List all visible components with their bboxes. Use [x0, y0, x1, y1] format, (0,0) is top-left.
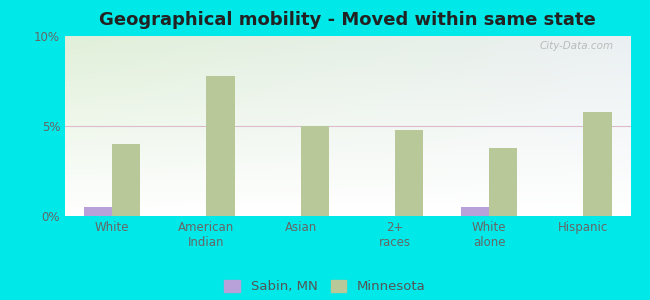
Bar [112, 144, 140, 216]
Bar [84, 207, 112, 216]
Title: Geographical mobility - Moved within same state: Geographical mobility - Moved within sam… [99, 11, 596, 29]
Legend: Sabin, MN, Minnesota: Sabin, MN, Minnesota [224, 280, 426, 293]
Text: City-Data.com: City-Data.com [540, 41, 614, 51]
Bar [461, 207, 489, 216]
Bar [207, 76, 235, 216]
Bar [300, 126, 329, 216]
Bar [584, 112, 612, 216]
Bar [395, 130, 423, 216]
Bar [489, 148, 517, 216]
